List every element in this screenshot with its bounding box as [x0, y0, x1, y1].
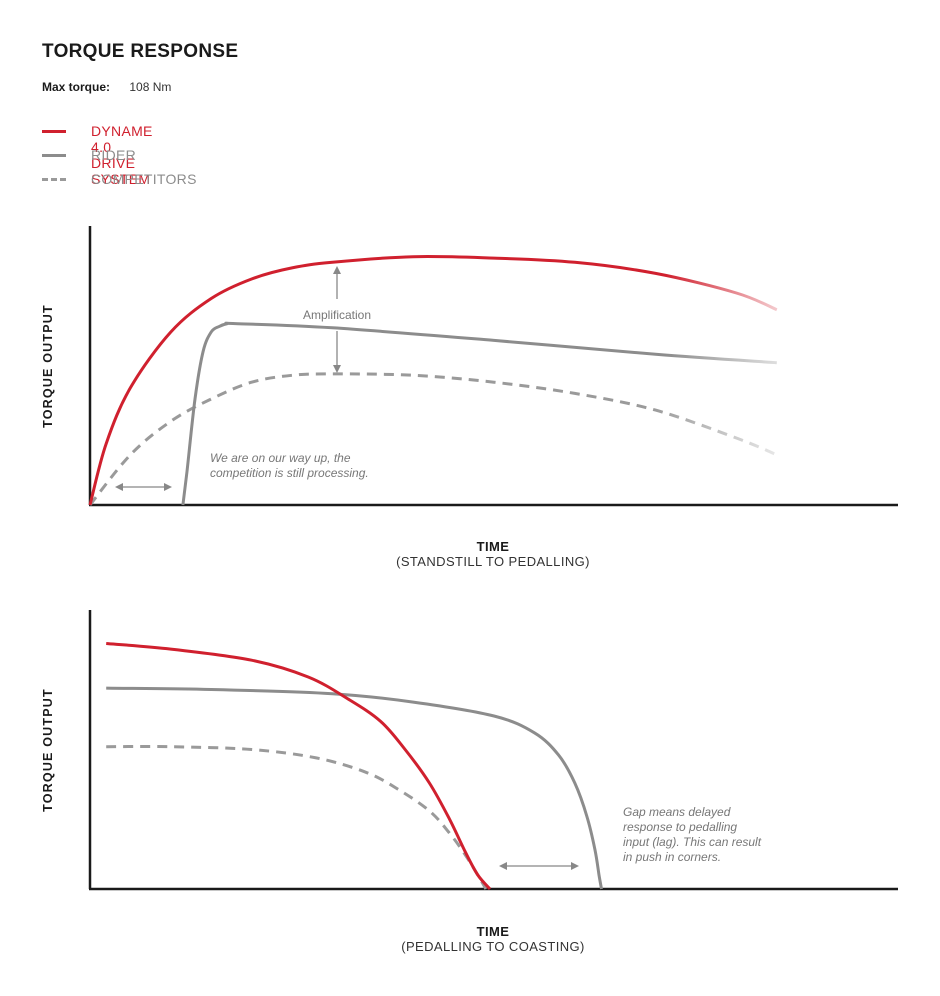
legend-label-competitors: COMPETITORS	[91, 171, 197, 187]
chart-2-note-line-3: input (lag). This can result	[623, 835, 762, 849]
chart-2-series-rider	[106, 686, 603, 890]
page-title: TORQUE RESPONSE	[42, 41, 239, 62]
max-torque-label: Max torque:	[42, 80, 111, 94]
legend-swatch-dyname	[42, 130, 66, 133]
chart-2: TORQUE OUTPUT Gap means delayed response…	[41, 610, 898, 891]
chart-2-series-dyname	[106, 642, 492, 891]
chart-1-xlabel: TIME (STANDSTILL TO PEDALLING)	[23, 539, 940, 569]
chart-1-series-rider	[181, 321, 777, 506]
chart-1-series-dyname	[88, 254, 778, 506]
max-torque: Max torque: 108 Nm	[42, 80, 171, 94]
chart-1-note-line-1: We are on our way up, the	[210, 451, 351, 465]
legend-swatch-competitors	[42, 178, 66, 181]
max-torque-value: 108 Nm	[129, 80, 172, 94]
chart-1-series-competitors	[88, 372, 778, 506]
chart-2-note-line-1: Gap means delayed	[623, 805, 731, 819]
legend-swatch-rider	[42, 154, 66, 157]
chart-2-note-line-2: response to pedalling	[623, 820, 737, 834]
chart-1-amplification-label: Amplification	[303, 308, 371, 322]
chart-1-ylabel: TORQUE OUTPUT	[41, 304, 55, 428]
chart-1-xlabel-title: TIME	[476, 539, 510, 554]
chart-2-xlabel-title: TIME	[476, 924, 510, 939]
chart-2-series-competitors	[106, 744, 488, 890]
chart-2-xlabel-subtitle: (PEDALLING TO COASTING)	[401, 939, 585, 954]
chart-1-note-line-2: competition is still processing.	[210, 466, 369, 480]
chart-2-ylabel: TORQUE OUTPUT	[41, 688, 55, 812]
chart-1: TORQUE OUTPUT Amplification We are on ou…	[41, 226, 898, 507]
legend-label-rider: RIDER	[91, 147, 137, 163]
chart-1-xlabel-subtitle: (STANDSTILL TO PEDALLING)	[396, 554, 590, 569]
chart-2-note-line-4: in push in corners.	[623, 850, 721, 864]
chart-2-xlabel: TIME (PEDALLING TO COASTING)	[23, 924, 940, 954]
legend-label-dyname: DYNAME 4.0 DRIVE SYSTEM	[91, 123, 153, 187]
